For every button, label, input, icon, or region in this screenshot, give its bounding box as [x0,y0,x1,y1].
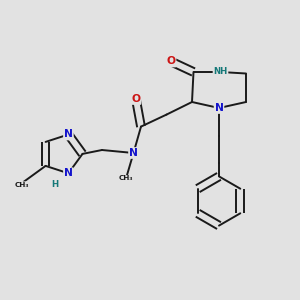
Text: O: O [131,94,140,104]
Text: NH: NH [213,68,228,76]
Text: O: O [167,56,176,67]
Text: N: N [64,168,73,178]
Text: CH₃: CH₃ [119,176,133,182]
Text: CH₃: CH₃ [15,182,29,188]
Text: N: N [64,130,73,140]
Text: N: N [129,148,138,158]
Text: H: H [51,180,58,189]
Text: N: N [214,103,224,113]
